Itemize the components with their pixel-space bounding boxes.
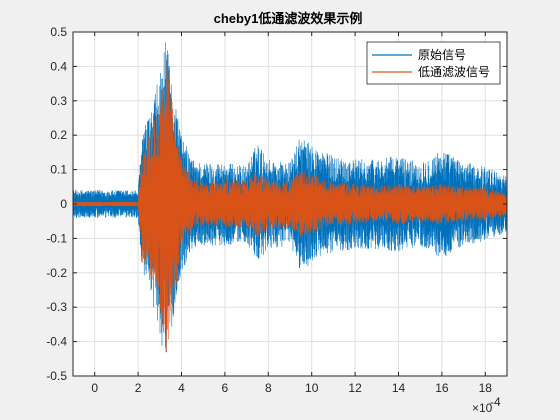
x-tick-label: 18 <box>479 381 493 395</box>
x-tick-label: 8 <box>265 381 272 395</box>
series-layer <box>72 42 508 353</box>
y-tick-label: -0.2 <box>46 266 67 280</box>
y-tick-label: 0.4 <box>50 59 67 73</box>
y-tick-label: -0.3 <box>46 300 67 314</box>
x-tick-label: 0 <box>91 381 98 395</box>
y-tick-label: -0.1 <box>46 231 67 245</box>
x-tick-label: 4 <box>178 381 185 395</box>
y-tick-label: 0.2 <box>50 128 67 142</box>
x-exponent-power: -4 <box>490 395 501 409</box>
ticks: 0 2 4 6 8 10 12 14 16 18 0.5 0.4 0.3 0.2 0.1 0 -0.1 -0.2 -… <box>46 25 507 395</box>
chart-title: cheby1低通滤波效果示例 <box>214 11 363 26</box>
legend-label-filtered: 低通滤波信号 <box>418 65 490 79</box>
x-exponent-base: ×10 <box>472 401 493 415</box>
y-tick-label: 0 <box>60 197 67 211</box>
x-tick-label: 16 <box>435 381 449 395</box>
x-tick-label: 12 <box>348 381 362 395</box>
legend-label-original: 原始信号 <box>418 48 466 62</box>
x-tick-label: 14 <box>392 381 406 395</box>
y-tick-label: -0.5 <box>46 369 67 383</box>
x-exponent-label: ×10 -4 <box>472 395 501 415</box>
y-tick-label: 0.3 <box>50 94 67 108</box>
series-filtered-line <box>72 60 508 353</box>
y-tick-label: 0.1 <box>50 163 67 177</box>
x-tick-label: 6 <box>222 381 229 395</box>
x-tick-label: 2 <box>135 381 142 395</box>
legend[interactable]: 原始信号 低通滤波信号 <box>366 41 501 85</box>
legend-box <box>366 41 501 85</box>
y-tick-label: 0.5 <box>50 25 67 39</box>
x-tick-label: 10 <box>305 381 319 395</box>
y-tick-label: -0.4 <box>46 335 67 349</box>
